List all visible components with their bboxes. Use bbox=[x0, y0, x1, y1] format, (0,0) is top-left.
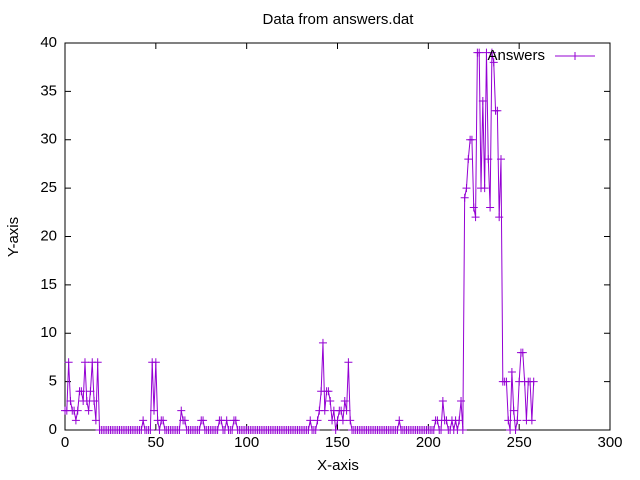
data-point bbox=[150, 406, 159, 415]
data-point bbox=[527, 416, 536, 425]
data-point bbox=[529, 377, 538, 386]
x-tick-label: 250 bbox=[507, 434, 532, 451]
data-point bbox=[487, 48, 496, 57]
data-point bbox=[159, 416, 168, 425]
x-axis-label: X-axis bbox=[317, 457, 359, 474]
data-point bbox=[395, 416, 404, 425]
data-point bbox=[311, 426, 320, 434]
data-point bbox=[146, 426, 155, 434]
data-point bbox=[480, 184, 489, 193]
data-point bbox=[457, 396, 466, 405]
data-point bbox=[513, 416, 522, 425]
x-tick-label: 200 bbox=[416, 434, 441, 451]
data-point bbox=[313, 416, 322, 425]
data-point bbox=[139, 416, 148, 425]
chart-title: Data from answers.dat bbox=[263, 11, 415, 28]
y-tick-label: 25 bbox=[40, 179, 57, 196]
data-point bbox=[177, 406, 186, 415]
data-point bbox=[66, 396, 75, 405]
x-tick-label: 50 bbox=[147, 434, 164, 451]
data-point bbox=[460, 193, 469, 202]
data-point bbox=[326, 396, 335, 405]
y-tick-label: 5 bbox=[49, 373, 57, 390]
data-point bbox=[71, 416, 80, 425]
y-tick-label: 35 bbox=[40, 82, 57, 99]
data-point bbox=[469, 203, 478, 212]
data-point bbox=[93, 358, 102, 367]
data-point bbox=[478, 97, 487, 106]
data-point bbox=[437, 426, 446, 434]
x-tick-label: 100 bbox=[234, 434, 259, 451]
data-point bbox=[467, 135, 476, 144]
data-point bbox=[324, 387, 333, 396]
y-tick-label: 30 bbox=[40, 131, 57, 148]
legend-label: Answers bbox=[487, 47, 545, 64]
data-point bbox=[231, 416, 240, 425]
data-point bbox=[489, 58, 498, 67]
data-point bbox=[511, 426, 520, 434]
data-point bbox=[433, 416, 442, 425]
y-tick-label: 15 bbox=[40, 276, 57, 293]
data-point bbox=[509, 406, 518, 415]
data-point bbox=[458, 426, 467, 434]
data-point bbox=[338, 416, 347, 425]
x-tick-label: 300 bbox=[597, 434, 622, 451]
data-point bbox=[518, 348, 527, 357]
data-point bbox=[340, 396, 349, 405]
data-point bbox=[318, 338, 327, 347]
legend-swatch bbox=[555, 52, 595, 60]
data-point bbox=[175, 426, 184, 434]
data-point bbox=[475, 48, 484, 57]
data-point bbox=[199, 416, 208, 425]
x-tick-label: 150 bbox=[325, 434, 350, 451]
data-point bbox=[151, 358, 160, 367]
y-tick-label: 40 bbox=[40, 34, 57, 51]
data-point bbox=[331, 426, 340, 434]
data-point bbox=[222, 416, 231, 425]
y-tick-label: 10 bbox=[40, 324, 57, 341]
data-point bbox=[471, 213, 480, 222]
data-point bbox=[342, 406, 351, 415]
data-point bbox=[180, 416, 189, 425]
data-point bbox=[82, 396, 91, 405]
data-point bbox=[91, 416, 100, 425]
data-point bbox=[507, 367, 516, 376]
data-point bbox=[484, 155, 493, 164]
x-tick-label: 0 bbox=[61, 434, 69, 451]
data-point bbox=[464, 155, 473, 164]
data-point bbox=[493, 106, 502, 115]
data-point bbox=[455, 416, 464, 425]
data-point bbox=[438, 396, 447, 405]
data-point bbox=[320, 406, 329, 415]
data-point bbox=[80, 358, 89, 367]
data-point bbox=[346, 416, 355, 425]
data-point bbox=[497, 155, 505, 164]
data-point bbox=[462, 184, 471, 193]
data-point bbox=[64, 358, 73, 367]
y-tick-label: 20 bbox=[40, 227, 57, 244]
data-point bbox=[504, 416, 513, 425]
data-point bbox=[344, 358, 353, 367]
data-point bbox=[73, 406, 82, 415]
data-point bbox=[486, 203, 495, 212]
data-point bbox=[306, 416, 315, 425]
data-point bbox=[502, 377, 511, 386]
data-point bbox=[86, 387, 95, 396]
data-point bbox=[495, 213, 504, 222]
y-axis-label: Y-axis bbox=[5, 217, 22, 257]
y-tick-label: 0 bbox=[49, 421, 57, 438]
data-point bbox=[84, 406, 93, 415]
data-point bbox=[90, 396, 99, 405]
data-point bbox=[77, 387, 86, 396]
